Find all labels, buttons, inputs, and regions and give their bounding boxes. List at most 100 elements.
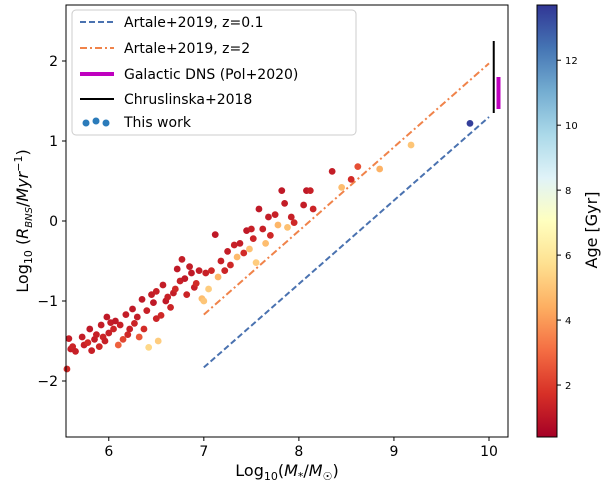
scatter-point — [114, 341, 122, 349]
scatter-point — [338, 184, 346, 191]
scatter-point — [97, 321, 105, 329]
scatter-point — [148, 291, 155, 298]
scatter-point — [86, 325, 94, 333]
scatter-point — [157, 312, 165, 319]
scatter-point — [150, 299, 157, 306]
legend-label-artale-z01: Artale+2019, z=0.1 — [124, 15, 264, 31]
scatter-point — [347, 176, 355, 183]
x-tick-label: 7 — [199, 444, 208, 460]
scatter-point — [135, 333, 143, 341]
scatter-point — [278, 187, 286, 195]
scatter-point — [200, 297, 208, 305]
legend-label-galactic-dns: Galactic DNS (Pol+2020) — [124, 67, 298, 83]
colorbar-tick-label: 4 — [565, 316, 571, 327]
scatter-point — [230, 241, 238, 249]
colorbar-tick-label: 6 — [565, 251, 571, 262]
scatter-point — [287, 213, 295, 221]
scatter-point — [122, 311, 130, 318]
scatter-point — [63, 365, 71, 373]
y-tick-label: −2 — [37, 374, 58, 390]
scatter-point — [224, 248, 231, 255]
x-axis-label: Log10(M*/M☉) — [235, 461, 338, 483]
scatter-point — [173, 265, 181, 273]
scatter-point — [252, 259, 260, 266]
x-tick-label: 6 — [104, 444, 113, 460]
scatter-point — [195, 267, 203, 274]
scatter-point — [138, 296, 146, 303]
scatter-point — [101, 337, 109, 345]
scatter-point — [88, 347, 96, 354]
scatter-point — [140, 325, 148, 333]
scatter-point — [266, 232, 274, 239]
scatter-point — [181, 275, 189, 282]
scatter-point — [186, 263, 193, 270]
legend: Artale+2019, z=0.1 Artale+2019, z=2 Gala… — [71, 9, 357, 136]
plot-area — [63, 41, 501, 373]
scatter-point — [124, 331, 132, 338]
scatter-point — [65, 335, 73, 342]
scatter-point — [328, 168, 336, 175]
colorbar — [536, 4, 558, 438]
scatter-point — [129, 305, 136, 313]
scatter-point — [262, 240, 270, 247]
colorbar-label: Age [Gyr] — [582, 192, 601, 269]
colorbar-ticks: 2 4 6 8 10 12 — [557, 56, 578, 392]
colorbar-tick-label: 8 — [565, 186, 571, 197]
legend-label-this-work: This work — [123, 115, 192, 131]
scatter-point — [265, 213, 272, 221]
scatter-point — [93, 331, 100, 338]
scatter-point — [143, 307, 151, 314]
legend-swatch-this-work-dot — [82, 119, 90, 127]
scatter-point — [208, 267, 215, 274]
scatter-point — [152, 315, 160, 322]
scatter-point — [376, 165, 384, 173]
colorbar-tick-label: 10 — [565, 121, 578, 132]
scatter-point — [84, 339, 92, 346]
scatter-point — [284, 224, 291, 231]
scatter-point — [236, 240, 244, 247]
scatter-point — [466, 120, 474, 127]
legend-label-chruslinska: Chruslinska+2018 — [124, 92, 252, 108]
scatter-point — [178, 256, 186, 263]
colorbar-tick-label: 2 — [565, 381, 571, 392]
scatter-point — [309, 205, 317, 213]
scatter-point — [227, 261, 234, 269]
scatter-point — [188, 269, 195, 277]
colorbar-tick-label: 12 — [565, 56, 578, 67]
scatter-point — [205, 285, 212, 293]
scatter-point — [221, 267, 229, 274]
scatter-point — [211, 231, 219, 239]
scatter-point — [78, 333, 86, 341]
scatter-point — [300, 201, 308, 209]
y-tick-label: −1 — [37, 294, 58, 310]
x-tick-label: 9 — [389, 444, 398, 460]
scatter-point — [247, 225, 255, 233]
scatter-point — [246, 245, 253, 253]
scatter-point — [259, 225, 267, 233]
scatter-point — [154, 337, 162, 345]
legend-box — [71, 9, 357, 136]
x-tick-label: 8 — [294, 444, 303, 460]
scatter-point — [255, 205, 263, 213]
scatter-point — [233, 253, 241, 261]
y-axis-label: Log10 (RBNS/Myr−1) — [12, 149, 35, 292]
y-tick-label: 0 — [49, 214, 58, 230]
scatter-point — [354, 163, 362, 171]
scatter-point — [133, 313, 141, 321]
series-line-1 — [203, 62, 490, 316]
scatter-point — [126, 325, 134, 333]
scatter-point — [164, 293, 172, 301]
y-tick-label: 2 — [49, 54, 58, 70]
scatter-point — [167, 304, 174, 311]
scatter-point — [159, 281, 167, 289]
x-tick-label: 10 — [480, 444, 498, 460]
scatter-point — [249, 235, 257, 243]
scatter-point — [105, 329, 113, 337]
scatter-point — [95, 343, 103, 350]
scatter-point — [112, 317, 119, 325]
scatter-point — [202, 269, 210, 277]
scatter-point — [271, 211, 279, 219]
scatter-point — [183, 291, 191, 298]
scatter-point — [152, 288, 160, 295]
